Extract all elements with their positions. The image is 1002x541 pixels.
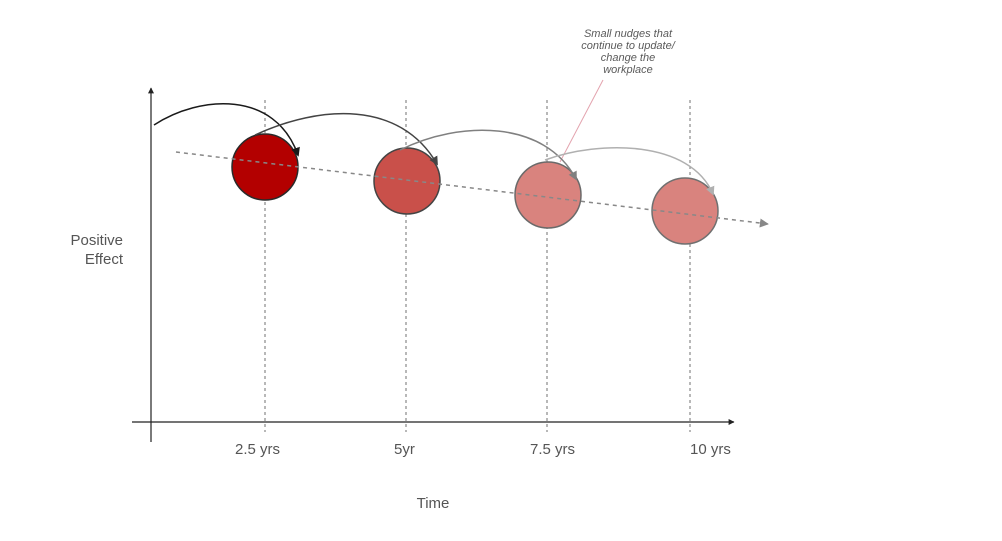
annotation-leader bbox=[559, 79, 604, 163]
annotation-line-1: Small nudges that bbox=[583, 28, 673, 40]
bubble-7-5-yrs bbox=[514, 161, 582, 229]
y-axis-label: Positive Effect bbox=[40, 231, 123, 269]
bubble-10-yrs bbox=[651, 177, 719, 245]
y-axis-label-line-2: Effect bbox=[84, 251, 123, 268]
tick-label-5yr: 5yr bbox=[394, 441, 415, 458]
y-axis-label-line-1: Positive bbox=[70, 232, 123, 249]
nudge-arc-2 bbox=[254, 112, 438, 166]
nudge-arc-4 bbox=[544, 147, 715, 196]
trend-arrow bbox=[175, 151, 769, 228]
tick-label-10-yrs: 10 yrs bbox=[690, 441, 731, 458]
tick-label-7-5-yrs: 7.5 yrs bbox=[530, 441, 576, 458]
x-axis-label: Time bbox=[416, 495, 450, 512]
tick-label-2-5-yrs: 2.5 yrs bbox=[235, 441, 281, 458]
annotation-line-3: change the bbox=[600, 52, 656, 64]
annotation-line-4: workplace bbox=[603, 64, 653, 76]
bubble-2-5-yrs bbox=[231, 133, 299, 201]
bubble-5yr bbox=[373, 147, 441, 215]
nudge-arc-1 bbox=[153, 103, 300, 157]
nudge-arc-3 bbox=[399, 129, 577, 181]
annotation-line-2: continue to update/ bbox=[581, 40, 675, 52]
annotation-text: Small nudges that continue to update/ ch… bbox=[562, 28, 694, 76]
